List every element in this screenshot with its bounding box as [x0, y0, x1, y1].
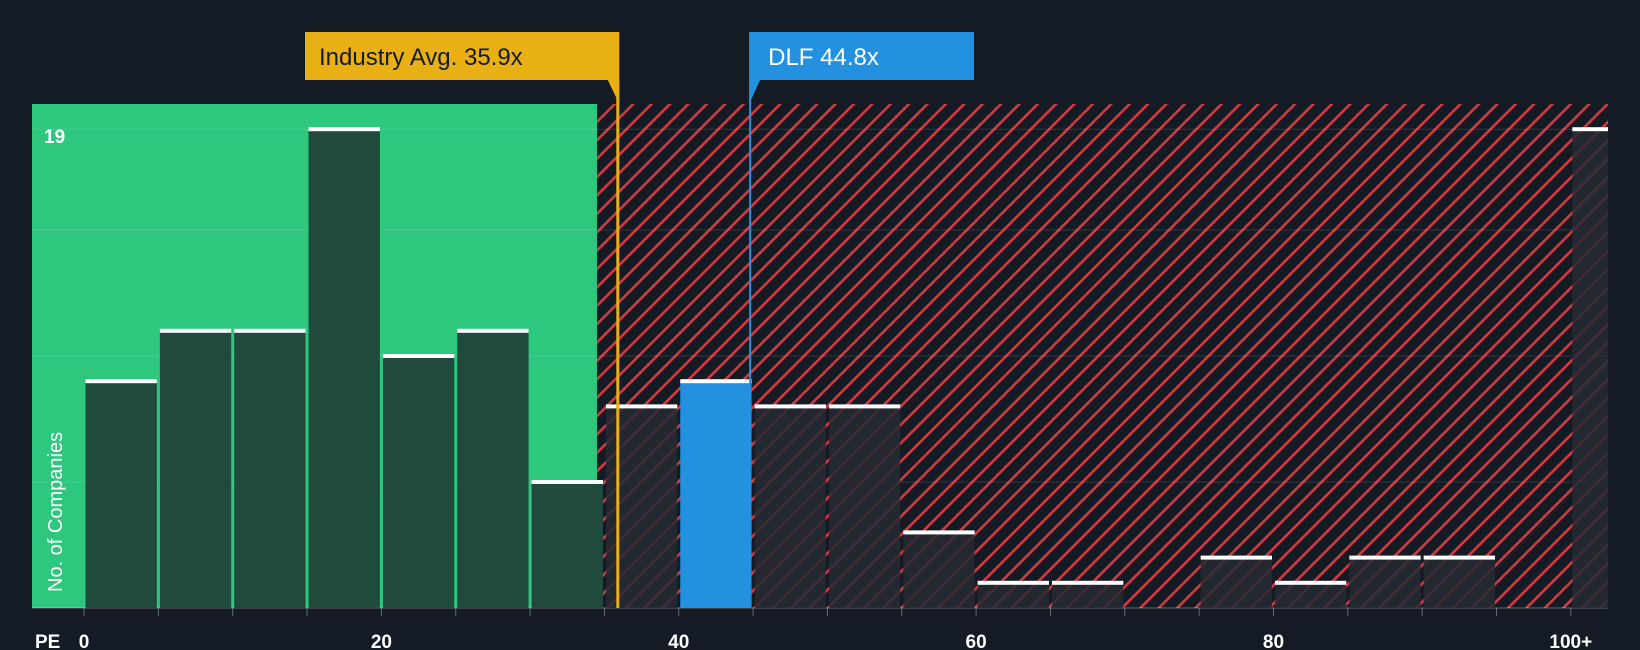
histogram-bar-cap [531, 480, 603, 484]
histogram-bar-cap [382, 354, 455, 358]
histogram-bar-cap [828, 404, 901, 409]
y-axis-title: No. of Companies [45, 432, 67, 592]
histogram-bars [85, 127, 1608, 608]
company-pe-label: DLF 44.8x [768, 44, 879, 71]
histogram-bar [828, 406, 901, 608]
histogram-bar-cap [1274, 580, 1347, 585]
x-axis-title: PE [35, 632, 60, 650]
histogram-bar [1572, 129, 1608, 608]
histogram-bar-cap [903, 530, 975, 535]
y-axis-max-label: 19 [44, 127, 65, 148]
industry-average-label: Industry Avg. 35.9x [319, 44, 523, 71]
histogram-bar [1349, 557, 1421, 608]
histogram-bar [159, 330, 232, 608]
histogram-bar-cap [1572, 127, 1608, 132]
histogram-bar-cap [159, 328, 232, 333]
histogram-bar-cap [1200, 555, 1272, 560]
x-tick-label: 0 [79, 632, 90, 650]
reference-lines [616, 80, 752, 608]
x-tick-label: 100+ [1549, 632, 1592, 650]
histogram-bar [531, 482, 603, 608]
histogram-bar [680, 381, 752, 608]
histogram-bar [1423, 557, 1495, 608]
histogram-bar [1274, 582, 1347, 608]
histogram-bar [234, 330, 306, 608]
company-callout-box [749, 32, 974, 104]
histogram-bar [308, 129, 380, 608]
x-tick-label: 60 [966, 632, 987, 650]
x-tick-label: 40 [668, 632, 689, 650]
histogram-bar-cap [754, 404, 826, 409]
histogram-bar [1200, 557, 1272, 608]
histogram-bar [977, 582, 1049, 608]
histogram-bar-cap [234, 328, 306, 333]
histogram-bar-cap [1423, 555, 1495, 560]
histogram-bar-cap [1051, 580, 1124, 585]
histogram-bar-cap [457, 328, 529, 333]
histogram-bar [754, 406, 826, 608]
histogram-bar [1051, 582, 1124, 608]
x-tick-label: 80 [1263, 632, 1284, 650]
company-callout: DLF 44.8x [749, 32, 974, 104]
histogram-bar-cap [680, 379, 752, 384]
histogram-bar-cap [1349, 555, 1421, 560]
histogram-bar-cap [85, 379, 157, 384]
histogram-bar [85, 381, 157, 608]
histogram-bar-cap [308, 127, 380, 132]
histogram-bar [903, 532, 975, 608]
histogram-bar [457, 330, 529, 608]
industry-average-callout: Industry Avg. 35.9x [305, 32, 620, 104]
x-tick-label: 20 [371, 632, 392, 650]
histogram-bar [382, 356, 455, 608]
x-axis: 0 20 40 60 80 100+ [79, 608, 1592, 650]
histogram-bar-cap [977, 580, 1049, 585]
histogram-bar-cap [605, 404, 678, 409]
industry-average-callout-box [305, 32, 620, 104]
